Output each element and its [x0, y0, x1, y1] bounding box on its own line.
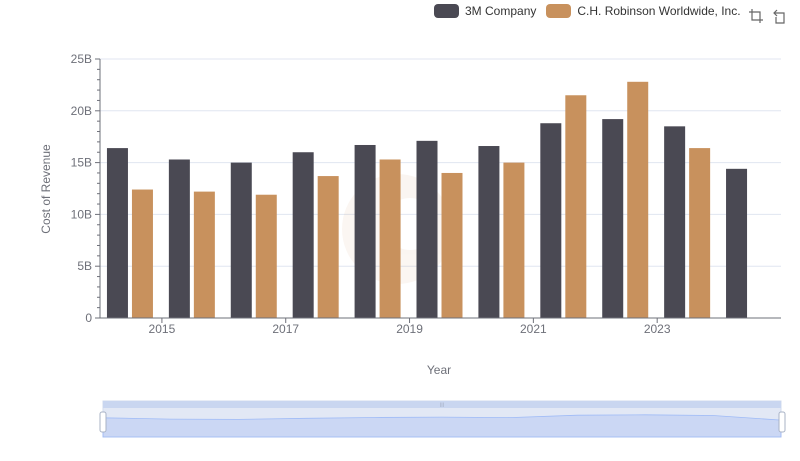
bar-ch-robinson-2018[interactable] — [379, 159, 401, 318]
bar-ch-robinson-2020[interactable] — [503, 162, 525, 318]
bar-ch-robinson-2022[interactable] — [627, 81, 649, 319]
slider-grip-icon[interactable]: III — [439, 403, 444, 409]
bar-3m-company-2021[interactable] — [540, 123, 562, 319]
slider-data-shadow — [102, 414, 782, 438]
zoom-reset-icon[interactable] — [772, 8, 788, 24]
y-tick-label: 15B — [71, 156, 92, 170]
bar-3m-company-2017[interactable] — [292, 152, 314, 318]
legend-swatch-3m — [434, 4, 459, 18]
x-axis-title: Year — [427, 363, 451, 377]
bar-3m-company-2022[interactable] — [602, 119, 624, 318]
toolbox — [748, 8, 788, 24]
bar-ch-robinson-2019[interactable] — [441, 172, 463, 318]
bar-ch-robinson-2014[interactable] — [131, 189, 153, 318]
bar-3m-company-2015[interactable] — [168, 159, 190, 318]
zoom-icon[interactable] — [748, 8, 764, 24]
legend-label-ch-robinson: C.H. Robinson Worldwide, Inc. — [577, 4, 741, 18]
bar-3m-company-2014[interactable] — [106, 148, 128, 318]
y-tick-label: 10B — [71, 207, 92, 221]
x-tick-label: 2017 — [272, 322, 299, 336]
axes: 0 5B 10B 15B 20B 25B 2015 2017 2019 2021 2023 — [71, 52, 781, 336]
slider-handle-right[interactable] — [778, 411, 786, 433]
bar-ch-robinson-2023[interactable] — [689, 148, 711, 318]
y-tick-label: 5B — [77, 259, 92, 273]
legend: 3M Company C.H. Robinson Worldwide, Inc. — [434, 4, 751, 18]
legend-item-3m-company[interactable]: 3M Company — [434, 4, 536, 18]
y-axis-title: Cost of Revenue — [39, 144, 53, 234]
bar-3m-company-2024[interactable] — [726, 168, 748, 318]
y-tick-label: 0 — [85, 311, 92, 325]
slider-top-bar[interactable] — [103, 401, 781, 408]
bar-ch-robinson-2015[interactable] — [193, 191, 215, 318]
data-zoom-slider[interactable]: III — [99, 400, 786, 438]
bar-3m-company-2020[interactable] — [478, 146, 500, 318]
bar-3m-company-2019[interactable] — [416, 140, 438, 318]
y-tick-label: 25B — [71, 52, 92, 66]
bar-3m-company-2018[interactable] — [354, 144, 376, 318]
legend-swatch-ch-robinson — [546, 4, 572, 18]
bar-ch-robinson-2016[interactable] — [255, 194, 277, 318]
x-tick-label: 2021 — [520, 322, 547, 336]
x-tick-label: 2015 — [149, 322, 176, 336]
x-tick-label: 2019 — [396, 322, 423, 336]
bar-3m-company-2016[interactable] — [230, 162, 252, 318]
slider-handle-left[interactable] — [99, 411, 107, 433]
legend-item-ch-robinson[interactable]: C.H. Robinson Worldwide, Inc. — [546, 4, 741, 18]
bar-ch-robinson-2017[interactable] — [317, 176, 339, 318]
legend-label-3m: 3M Company — [465, 4, 537, 18]
x-tick-label: 2023 — [644, 322, 671, 336]
bar-ch-robinson-2021[interactable] — [565, 95, 587, 318]
bar-3m-company-2023[interactable] — [664, 126, 686, 318]
y-tick-label: 20B — [71, 104, 92, 118]
bars — [106, 81, 748, 319]
